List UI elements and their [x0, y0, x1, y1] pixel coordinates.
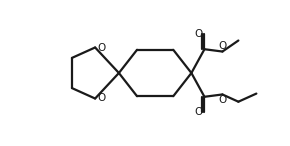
Text: O: O [97, 43, 106, 53]
Text: O: O [194, 29, 202, 39]
Text: O: O [97, 93, 106, 103]
Text: O: O [194, 107, 202, 117]
Text: O: O [218, 95, 226, 105]
Text: O: O [218, 41, 226, 51]
